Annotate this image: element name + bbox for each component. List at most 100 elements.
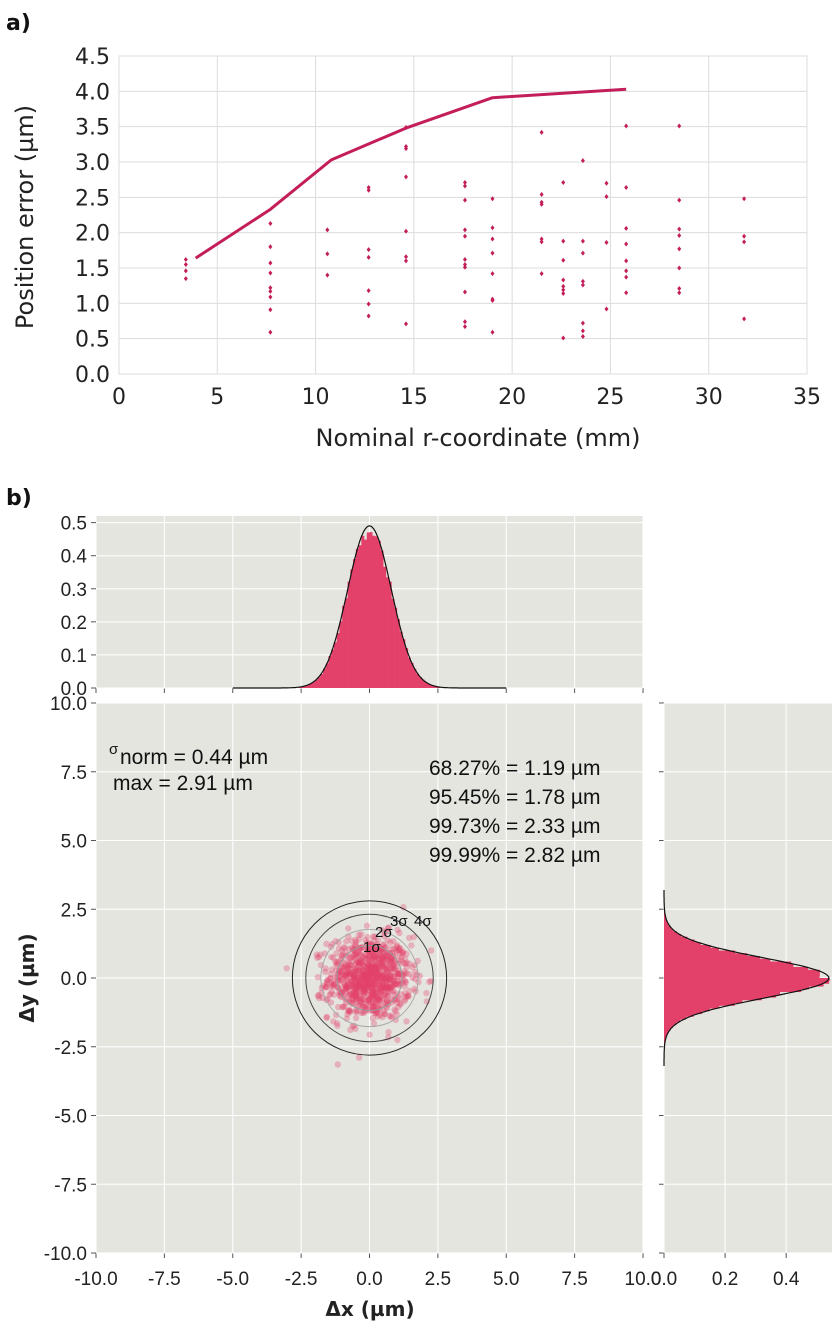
chart-b-point xyxy=(317,951,324,958)
chart-b-point xyxy=(388,964,395,972)
chart-b-point xyxy=(384,956,391,963)
chart-b-point xyxy=(381,952,389,959)
chart-b-top-bar xyxy=(312,682,316,688)
chart-b-point xyxy=(393,995,400,1002)
chart-b-top-density-curve xyxy=(232,525,507,689)
chart-b-point xyxy=(362,972,370,980)
chart-a-point xyxy=(490,236,495,242)
chart-b-point xyxy=(392,969,400,977)
chart-b-point xyxy=(372,945,379,953)
chart-b-point xyxy=(374,994,382,1002)
chart-b-point xyxy=(392,980,400,988)
chart-b-point xyxy=(390,978,397,985)
chart-b-point xyxy=(373,974,380,982)
chart-b-point xyxy=(388,949,396,957)
chart-b-point xyxy=(358,959,366,966)
chart-b-point xyxy=(371,992,379,999)
chart-a-point xyxy=(325,272,330,278)
chart-b-point xyxy=(346,964,353,972)
chart-b-point xyxy=(375,964,382,971)
chart-b-point xyxy=(370,1020,378,1027)
chart-b-point xyxy=(376,996,383,1003)
chart-b-point xyxy=(357,994,364,1001)
chart-b-point xyxy=(393,1011,400,1018)
chart-b-point xyxy=(403,1018,410,1025)
chart-b-point xyxy=(394,978,402,985)
chart-b-point xyxy=(365,974,373,981)
chart-a-point xyxy=(366,313,371,319)
chart-a-plot-area xyxy=(118,55,808,375)
chart-a-ytick-label: 2.0 xyxy=(75,222,110,247)
chart-b-point xyxy=(362,971,369,978)
chart-b-point xyxy=(376,952,384,959)
chart-b-point xyxy=(364,967,371,975)
chart-b-point xyxy=(355,957,362,964)
chart-b-point xyxy=(364,960,372,967)
chart-b-right-bar xyxy=(664,975,820,979)
chart-b-point xyxy=(405,970,413,978)
chart-b-point xyxy=(348,982,356,990)
chart-b-point xyxy=(373,993,381,1000)
chart-b-point xyxy=(367,984,374,992)
chart-a-point xyxy=(580,282,585,288)
chart-b-point xyxy=(364,974,371,981)
chart-b-point xyxy=(370,990,377,997)
chart-b-point xyxy=(375,974,382,982)
chart-a-point xyxy=(268,270,273,276)
chart-b-point xyxy=(378,960,386,968)
chart-b-point xyxy=(357,951,364,958)
chart-b-point xyxy=(375,951,382,958)
chart-b-point xyxy=(361,987,369,995)
chart-a-point xyxy=(183,257,188,263)
chart-b-point xyxy=(364,981,372,989)
chart-b-point xyxy=(358,982,366,990)
chart-b-point xyxy=(370,982,377,989)
chart-b-point xyxy=(350,971,357,978)
chart-b-point xyxy=(323,980,331,987)
chart-b-point xyxy=(356,992,363,999)
chart-a-point xyxy=(403,228,408,234)
chart-b-sigma-circle xyxy=(291,900,448,1056)
chart-b-point xyxy=(375,955,382,963)
chart-b-point xyxy=(377,986,385,994)
chart-b-point xyxy=(349,953,357,961)
chart-b-point xyxy=(378,978,385,985)
chart-b-point xyxy=(347,955,354,962)
chart-b-right-bar xyxy=(664,950,736,954)
chart-b-right-bar xyxy=(664,986,809,990)
chart-b-point xyxy=(368,1000,376,1007)
chart-b-point xyxy=(347,954,355,961)
chart-a-point xyxy=(403,124,408,130)
chart-b-top-bar xyxy=(333,642,337,688)
chart-b-point xyxy=(374,997,382,1004)
chart-b-top-bar xyxy=(301,686,305,688)
chart-b-point xyxy=(356,979,364,986)
chart-b-point xyxy=(329,981,336,988)
chart-a-xtick-label: 30 xyxy=(695,385,723,410)
chart-b-right-bar xyxy=(664,923,669,927)
chart-b-point xyxy=(367,970,375,977)
chart-b-point xyxy=(384,975,391,982)
chart-a-point xyxy=(366,184,371,190)
chart-b-point xyxy=(323,979,331,986)
chart-b-point xyxy=(345,970,353,977)
chart-b-point xyxy=(379,981,387,989)
chart-b-point xyxy=(398,954,405,961)
chart-b-point xyxy=(381,1010,388,1018)
chart-b-point xyxy=(374,970,381,977)
chart-b-point xyxy=(355,984,362,992)
chart-b-point xyxy=(376,993,383,1000)
chart-b-point xyxy=(348,980,356,987)
chart-b-point xyxy=(368,964,375,972)
chart-b-point xyxy=(385,976,393,983)
chart-b-point xyxy=(383,978,390,986)
chart-b-point xyxy=(361,996,368,1003)
chart-b-point xyxy=(361,988,368,996)
chart-b-point xyxy=(382,1010,389,1017)
chart-b-point xyxy=(379,962,386,970)
chart-b-point xyxy=(364,996,372,1004)
chart-b-point xyxy=(355,960,362,967)
chart-b-point xyxy=(393,947,400,954)
chart-b-point xyxy=(372,952,380,960)
chart-b-point xyxy=(387,953,394,961)
